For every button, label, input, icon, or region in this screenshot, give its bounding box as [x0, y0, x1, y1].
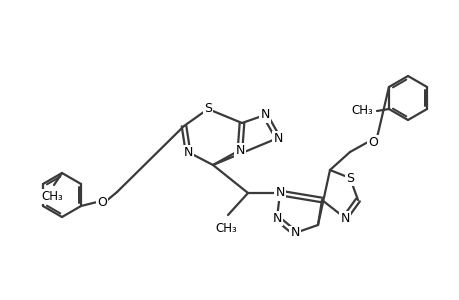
Text: N: N — [272, 212, 281, 224]
Text: S: S — [203, 103, 212, 116]
Text: N: N — [183, 146, 192, 158]
Text: O: O — [97, 196, 107, 208]
Text: N: N — [340, 212, 349, 224]
Text: CH₃: CH₃ — [41, 190, 63, 203]
Text: N: N — [273, 131, 282, 145]
Text: N: N — [290, 226, 299, 239]
Text: N: N — [260, 109, 269, 122]
Text: CH₃: CH₃ — [350, 104, 372, 118]
Text: N: N — [275, 187, 284, 200]
Text: S: S — [345, 172, 353, 184]
Text: N: N — [235, 143, 244, 157]
Text: O: O — [367, 136, 377, 148]
Text: CH₃: CH₃ — [215, 222, 236, 235]
